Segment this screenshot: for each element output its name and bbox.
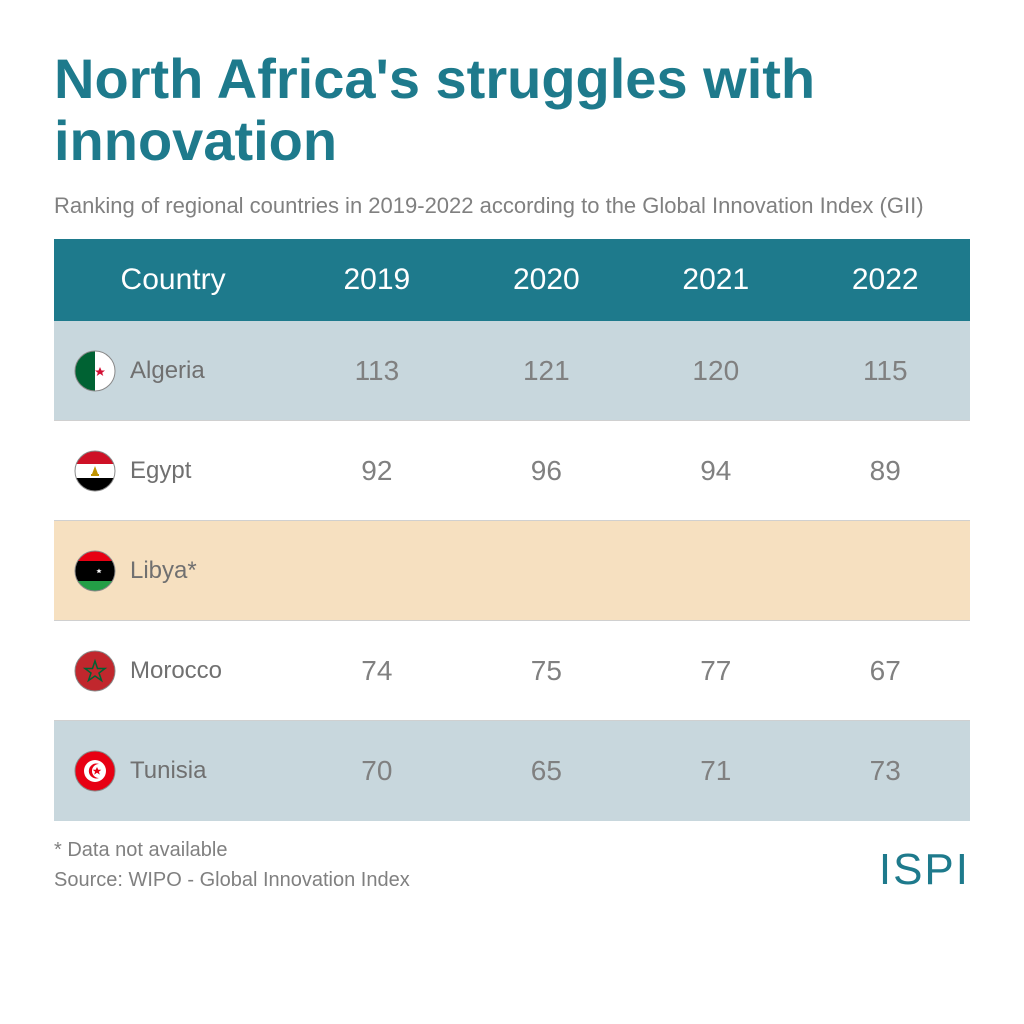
table-header-row: Country 2019 2020 2021 2022	[54, 239, 970, 321]
cell-value: 121	[462, 321, 631, 421]
morocco-flag-icon	[74, 650, 116, 692]
cell-value: 75	[462, 621, 631, 721]
country-cell: Morocco	[54, 621, 292, 721]
cell-value: 96	[462, 421, 631, 521]
cell-value	[292, 521, 461, 621]
table-row: Tunisia 70 65 71 73	[54, 721, 970, 821]
footnote-asterisk: * Data not available	[54, 835, 410, 865]
table-row: Algeria 113 121 120 115	[54, 321, 970, 421]
page-title: North Africa's struggles with innovation	[54, 48, 970, 171]
cell-value	[462, 521, 631, 621]
col-header-2019: 2019	[292, 239, 461, 321]
country-name: Egypt	[130, 457, 191, 485]
cell-value: 92	[292, 421, 461, 521]
country-name: Algeria	[130, 357, 205, 385]
libya-flag-icon	[74, 550, 116, 592]
table-row: Egypt 92 96 94 89	[54, 421, 970, 521]
country-cell: Algeria	[54, 321, 292, 421]
table-row: Libya*	[54, 521, 970, 621]
col-header-country: Country	[54, 239, 292, 321]
cell-value	[631, 521, 800, 621]
cell-value: 70	[292, 721, 461, 821]
cell-value: 94	[631, 421, 800, 521]
cell-value: 74	[292, 621, 461, 721]
cell-value	[801, 521, 970, 621]
egypt-flag-icon	[74, 450, 116, 492]
footnote-block: * Data not available Source: WIPO - Glob…	[54, 835, 410, 895]
footnote-source: Source: WIPO - Global Innovation Index	[54, 865, 410, 895]
country-name: Morocco	[130, 657, 222, 685]
ispi-logo: ISPI	[879, 845, 970, 895]
cell-value: 67	[801, 621, 970, 721]
country-cell: Libya*	[54, 521, 292, 621]
subtitle: Ranking of regional countries in 2019-20…	[54, 191, 970, 221]
country-name: Tunisia	[130, 757, 206, 785]
cell-value: 89	[801, 421, 970, 521]
cell-value: 65	[462, 721, 631, 821]
col-header-2020: 2020	[462, 239, 631, 321]
cell-value: 77	[631, 621, 800, 721]
cell-value: 115	[801, 321, 970, 421]
cell-value: 120	[631, 321, 800, 421]
country-cell: Tunisia	[54, 721, 292, 821]
tunisia-flag-icon	[74, 750, 116, 792]
algeria-flag-icon	[74, 350, 116, 392]
rankings-table: Country 2019 2020 2021 2022	[54, 239, 970, 821]
col-header-2021: 2021	[631, 239, 800, 321]
table-row: Morocco 74 75 77 67	[54, 621, 970, 721]
col-header-2022: 2022	[801, 239, 970, 321]
cell-value: 73	[801, 721, 970, 821]
country-name: Libya*	[130, 557, 197, 585]
country-cell: Egypt	[54, 421, 292, 521]
cell-value: 71	[631, 721, 800, 821]
cell-value: 113	[292, 321, 461, 421]
